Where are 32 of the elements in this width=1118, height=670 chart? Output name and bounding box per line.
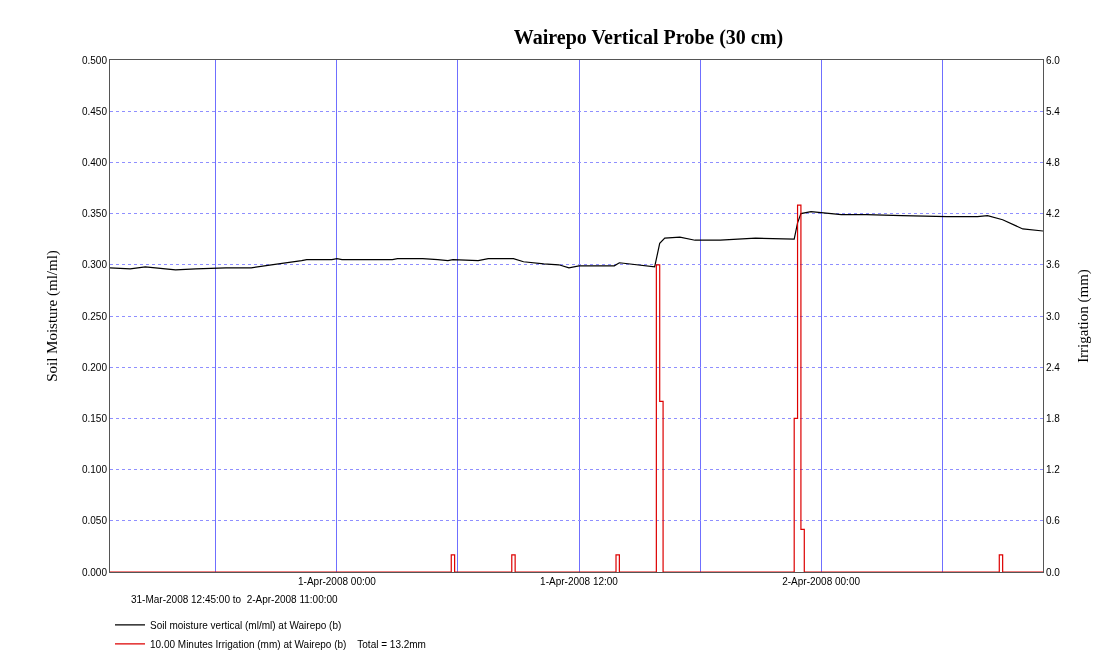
y-tick-label: 0.350 [81, 208, 108, 220]
chart-title: Wairepo Vertical Probe (30 cm) [513, 26, 784, 50]
y2-tick-label: 4.2 [1046, 208, 1061, 220]
line-series [110, 210, 1043, 271]
y2-tick-label: 2.4 [1046, 361, 1061, 373]
y2-tick-label: 5.4 [1046, 105, 1061, 117]
y2-tick-label: 6.0 [1046, 54, 1061, 66]
y2-tick-label: 0.0 [1046, 566, 1061, 578]
y-tick-label: 0.500 [81, 54, 108, 66]
y-tick-label: 0.250 [81, 310, 108, 322]
y2-tick-label: 3.6 [1046, 259, 1061, 271]
y-tick-label: 0.050 [81, 515, 108, 527]
y-tick-label: 0.100 [81, 464, 108, 476]
text: 31-Mar-2008 12:45:00 to 2-Apr-2008 11:00:00 [131, 594, 339, 605]
y-tick-label: 0.150 [81, 412, 108, 424]
y2-tick-label: 1.2 [1046, 464, 1061, 476]
y-tick-label: 0.000 [81, 566, 108, 578]
legend-label: 10.00 Minutes Irrigation (mm) at Wairepo (b) Total = 13.2mm [150, 638, 426, 650]
y2-tick-label: 4.8 [1046, 156, 1061, 168]
y2-tick-label: 0.6 [1046, 515, 1061, 527]
y-tick-label: 0.400 [81, 156, 108, 168]
y-tick-label: 0.200 [81, 361, 108, 373]
x-tick-label: 1-Apr-2008 00:00 [298, 576, 377, 587]
y2-axis-title: Irrigation (mm) [1075, 269, 1093, 363]
y2-tick-label: 1.8 [1046, 412, 1061, 424]
y-axis-title: Soil Moisture (ml/ml) [44, 250, 62, 382]
legend-label: Soil moisture vertical (ml/ml) at Wairepo (b) [150, 619, 342, 631]
x-tick-label: 1-Apr-2008 12:00 [540, 576, 619, 587]
y-tick-label: 0.300 [81, 259, 108, 271]
y2-tick-label: 3.0 [1046, 310, 1061, 322]
x-tick-label: 2-Apr-2008 00:00 [782, 576, 861, 587]
y-tick-label: 0.450 [81, 105, 108, 117]
